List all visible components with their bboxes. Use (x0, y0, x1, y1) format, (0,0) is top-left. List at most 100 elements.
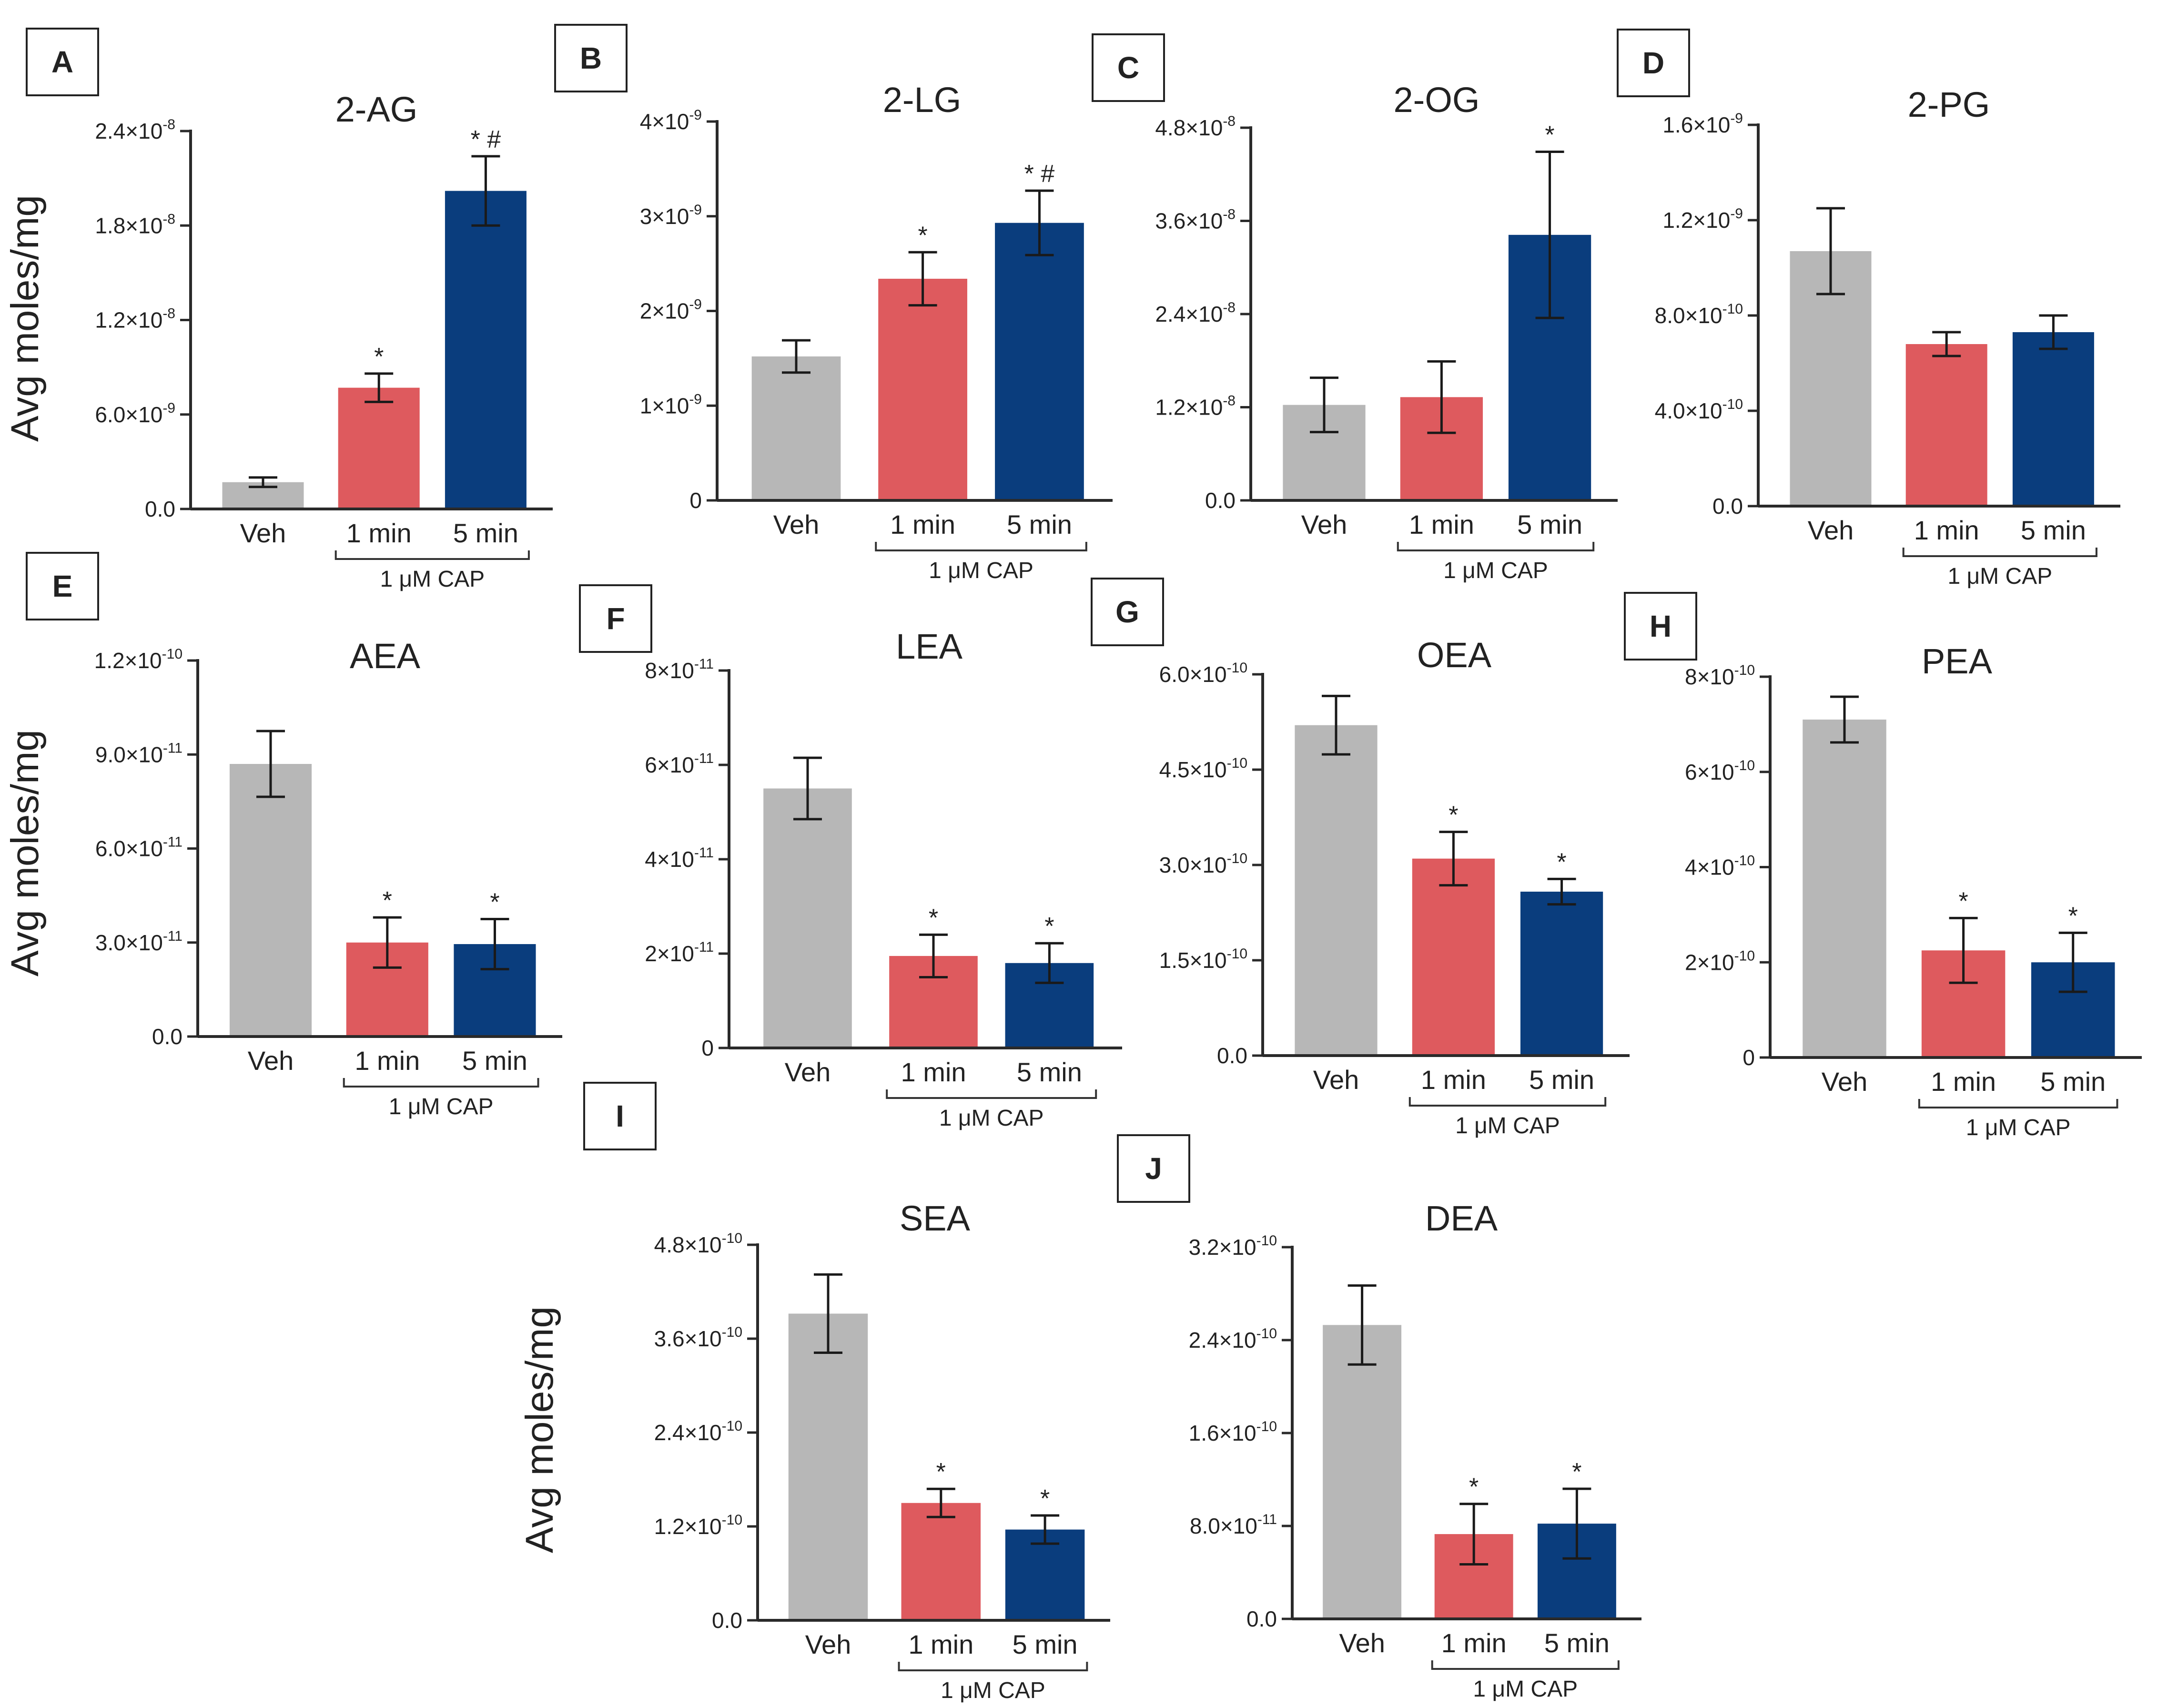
error-bar (1025, 189, 1054, 256)
panel-letter: F (606, 601, 625, 636)
y-tick-label: 3.2×10-10 (1189, 1233, 1277, 1260)
error-bar (1932, 331, 1961, 357)
x-category-label: Veh (785, 1057, 831, 1087)
bar-veh (229, 763, 312, 1035)
chart-title: SEA (900, 1199, 971, 1238)
bar-5-min (2012, 332, 2094, 505)
error-bar (1547, 877, 1576, 906)
error-bar (2039, 314, 2068, 350)
x-category-label: 1 min (1914, 515, 1979, 545)
significance-marker: * (1557, 848, 1566, 876)
panel-letter-box (26, 28, 99, 96)
y-tick-label: 1.2×10-8 (95, 306, 175, 333)
significance-marker: * (1545, 122, 1554, 149)
bar-5-min (1520, 892, 1603, 1054)
y-tick-label: 4.0×10-10 (1655, 396, 1743, 423)
error-bar (1035, 942, 1064, 984)
group-bracket (875, 542, 1087, 551)
y-tick-label: 1.2×10-9 (1662, 206, 1743, 233)
y-tick-label: 2.4×10-8 (1155, 300, 1236, 326)
error-bar (1535, 151, 1564, 319)
x-category-label: 5 min (453, 518, 518, 548)
y-tick-label: 2×10-10 (1685, 948, 1755, 975)
y-tick-label: 0 (1743, 1045, 1755, 1070)
chart-title: PEA (1922, 641, 1993, 681)
x-category-label: 1 min (890, 509, 955, 539)
error-bar (373, 916, 402, 969)
y-tick-label: 9.0×10-11 (95, 740, 182, 767)
error-bar (365, 372, 394, 403)
y-tick-label: 1.6×10-9 (1662, 111, 1743, 137)
y-axis-title: Avg moles/mg (3, 195, 47, 442)
y-tick-label: 0.0 (152, 1024, 182, 1049)
bar-1-min (901, 1503, 981, 1619)
chart-panel-a: A 2-AG 0.0 6.0×10-9 1.2×10-8 1.8×10-8 2.4×10-8… (26, 28, 553, 592)
y-tick-label: 4×10-11 (645, 845, 714, 872)
x-category-label: Veh (240, 518, 286, 548)
chart-title: LEA (896, 627, 963, 666)
bar-veh (751, 356, 841, 499)
y-tick-label: 3×10-9 (640, 202, 702, 229)
bar-1-min (1412, 858, 1495, 1054)
error-bar (1459, 1503, 1489, 1566)
significance-marker: * (929, 904, 938, 932)
x-category-label: Veh (805, 1629, 851, 1659)
group-label: 1 μM CAP (1473, 1677, 1578, 1702)
group-label: 1 μM CAP (939, 1106, 1044, 1131)
bar-5-min (445, 191, 527, 508)
x-category-label: 1 min (1441, 1628, 1507, 1658)
error-bar (908, 251, 937, 307)
x-category-label: 5 min (2021, 515, 2086, 545)
x-category-label: Veh (1808, 515, 1854, 545)
x-category-label: 5 min (1529, 1065, 1594, 1095)
y-tick-label: 6.0×10-11 (95, 834, 182, 861)
group-bracket (886, 1089, 1097, 1099)
panel-letter-box (583, 1082, 657, 1150)
y-tick-label: 4×10-9 (640, 107, 702, 134)
significance-marker: * (1040, 1485, 1050, 1513)
error-bar (1031, 1514, 1060, 1545)
bar-veh (763, 788, 852, 1047)
chart-panel-b: B 2-LG 0 1×10-9 2×10-9 3×10-9 4×10-9 Veh * 1 min *… (554, 24, 1113, 583)
y-tick-label: 1.5×10-10 (1159, 946, 1247, 973)
significance-marker: * (1469, 1474, 1479, 1501)
y-tick-label: 6×10-10 (1685, 758, 1755, 784)
panel-letter: A (51, 45, 73, 79)
error-bar (1830, 695, 1859, 744)
significance-marker: * (383, 887, 392, 915)
y-tick-label: 3.0×10-11 (95, 928, 182, 955)
y-tick-label: 8.0×10-10 (1655, 301, 1743, 328)
panel-letter-box (1092, 33, 1165, 102)
chart-title: 2-AG (335, 90, 418, 129)
group-label: 1 μM CAP (380, 567, 485, 592)
bar-1-min (878, 278, 967, 499)
significance-marker: * # (471, 126, 501, 153)
y-tick-label: 0.0 (145, 497, 175, 521)
panel-letter: B (580, 41, 602, 75)
panel-letter: D (1642, 46, 1664, 80)
x-category-label: 1 min (346, 518, 412, 548)
y-tick-label: 0.0 (1246, 1606, 1277, 1631)
y-tick-label: 8×10-10 (1685, 662, 1755, 689)
panel-letter-box (26, 552, 99, 620)
significance-marker: * (2068, 902, 2078, 930)
x-category-label: 5 min (462, 1046, 527, 1076)
y-tick-label: 6.0×10-9 (95, 400, 175, 427)
bar-5-min (995, 223, 1084, 499)
chart-title: AEA (350, 636, 421, 676)
y-tick-label: 8×10-11 (645, 656, 714, 683)
chart-panel-j: J DEA 0.0 8.0×10-11 1.6×10-10 2.4×10-10 3.2×10… (1117, 1134, 1641, 1702)
error-bar (1310, 376, 1338, 434)
x-category-label: 1 min (908, 1629, 973, 1659)
y-tick-label: 0 (689, 488, 702, 513)
panel-letter-box (1624, 592, 1697, 661)
bar-1-min (1905, 344, 1987, 505)
y-tick-label: 4.8×10-8 (1155, 113, 1236, 140)
chart-panel-h: H PEA 0 2×10-10 4×10-10 6×10-10 8×10-10 Veh * 1 m… (1624, 592, 2142, 1140)
y-tick-label: 1×10-9 (640, 391, 702, 418)
error-bar (1562, 1487, 1591, 1560)
group-label: 1 μM CAP (1455, 1113, 1560, 1139)
panel-letter-box (579, 584, 652, 653)
panel-letter-box (554, 24, 628, 92)
